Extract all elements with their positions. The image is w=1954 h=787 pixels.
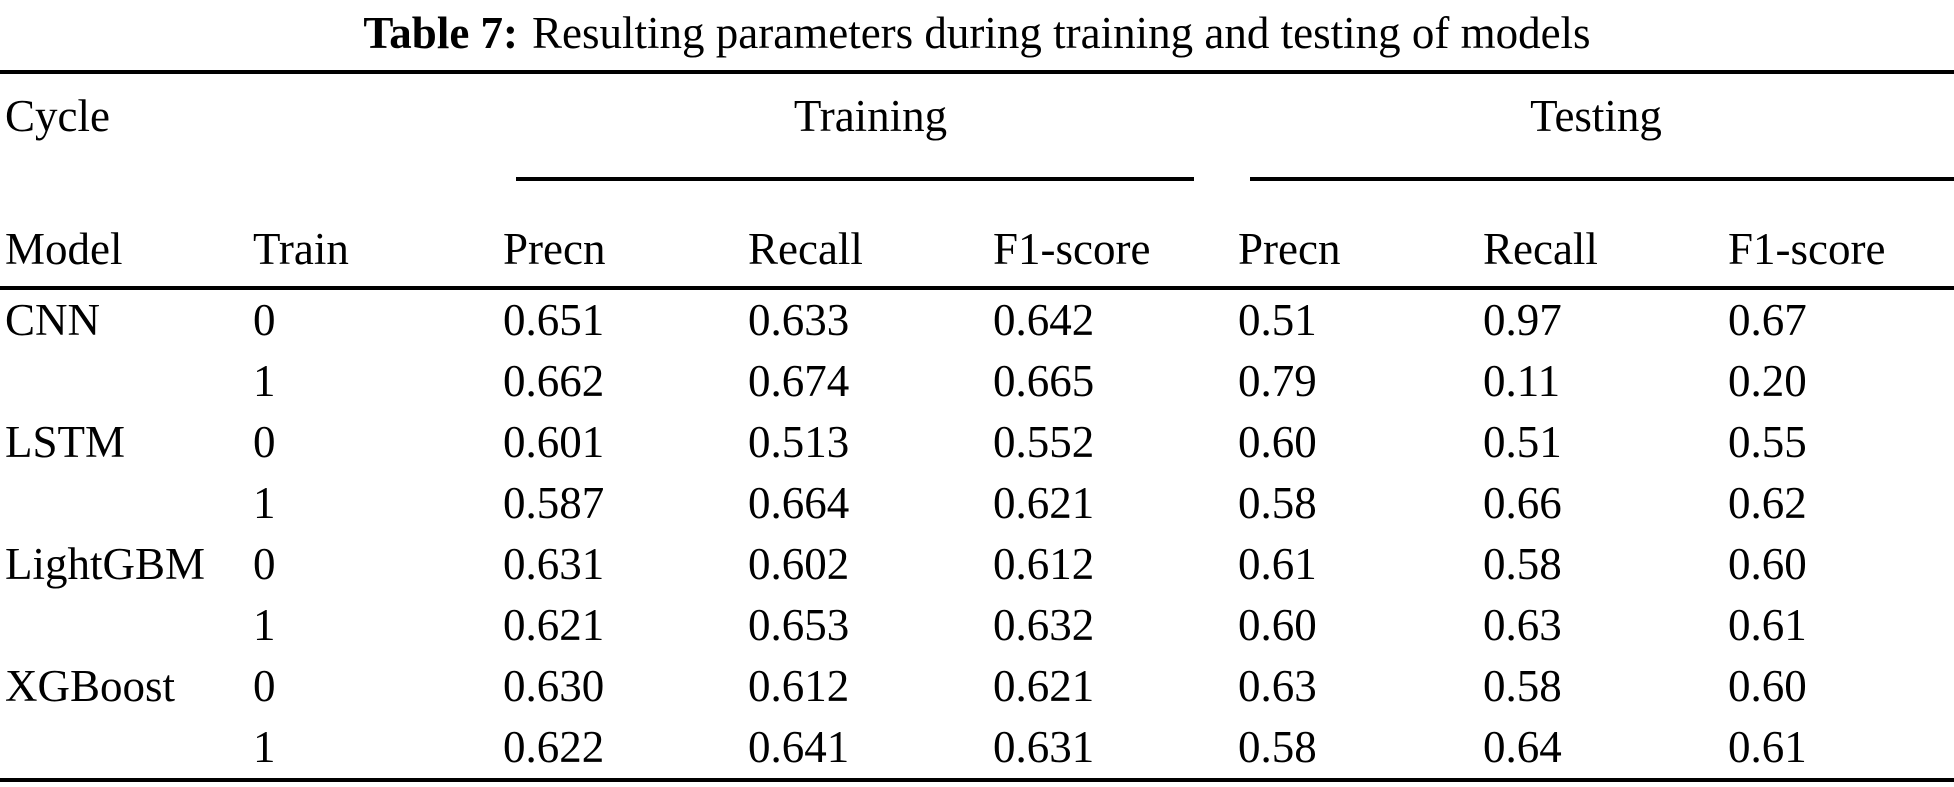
value-cell: 0.622: [503, 722, 605, 772]
value-cell: 0.60: [1238, 600, 1317, 650]
column-header-train: Train: [253, 181, 503, 290]
value-cell: 0.51: [1238, 295, 1317, 345]
value-cell: 0.79: [1238, 356, 1317, 406]
value-cell: 0.513: [748, 417, 850, 467]
value-cell: 0.642: [993, 295, 1095, 345]
value-cell: 0.20: [1728, 356, 1807, 406]
value-cell: 0.55: [1728, 417, 1807, 467]
testing-spanner-rule: [1250, 177, 1954, 181]
value-cell: 0.63: [1238, 661, 1317, 711]
value-cell: 0.674: [748, 356, 850, 406]
column-header-precn-training: Precn: [503, 181, 748, 290]
model-cell: LightGBM: [5, 539, 206, 589]
value-cell: 0.60: [1728, 661, 1807, 711]
value-cell: 0.61: [1728, 600, 1807, 650]
table-row-lstm-0: LSTM 0 0.601 0.513 0.552 0.60 0.51 0.55: [0, 412, 1954, 473]
column-header-recall-testing: Recall: [1483, 181, 1728, 290]
value-cell: 0.621: [503, 600, 605, 650]
model-cell: LSTM: [5, 417, 126, 467]
value-cell: 0.58: [1483, 539, 1562, 589]
value-cell: 0.630: [503, 661, 605, 711]
train-cell: 0: [253, 661, 276, 711]
value-cell: 0.97: [1483, 295, 1562, 345]
table-row-xgboost-0: XGBoost 0 0.630 0.612 0.621 0.63 0.58 0.…: [0, 656, 1954, 717]
model-cell: [0, 595, 253, 656]
group-header-row: Cycle Training Testing: [0, 72, 1954, 147]
column-header-precn-testing: Precn: [1238, 181, 1483, 290]
column-header-f1-training: F1-score: [993, 181, 1238, 290]
value-cell: 0.664: [748, 478, 850, 528]
model-cell: [0, 351, 253, 412]
table-row-cnn-0: CNN 0 0.651 0.633 0.642 0.51 0.97 0.67: [0, 288, 1954, 351]
value-cell: 0.653: [748, 600, 850, 650]
value-cell: 0.67: [1728, 295, 1807, 345]
value-cell: 0.63: [1483, 600, 1562, 650]
value-cell: 0.602: [748, 539, 850, 589]
value-cell: 0.633: [748, 295, 850, 345]
value-cell: 0.665: [993, 356, 1095, 406]
model-cell: CNN: [5, 295, 101, 345]
value-cell: 0.11: [1483, 356, 1561, 406]
train-cell: 1: [253, 722, 276, 772]
value-cell: 0.61: [1238, 539, 1317, 589]
value-cell: 0.621: [993, 661, 1095, 711]
value-cell: 0.632: [993, 600, 1095, 650]
value-cell: 0.60: [1728, 539, 1807, 589]
group-header-cycle: Cycle: [5, 91, 110, 141]
value-cell: 0.641: [748, 722, 850, 772]
group-header-training: Training: [793, 91, 948, 141]
value-cell: 0.58: [1483, 661, 1562, 711]
table-row-lstm-1: 1 0.587 0.664 0.621 0.58 0.66 0.62: [0, 473, 1954, 534]
table-row-lightgbm-1: 1 0.621 0.653 0.632 0.60 0.63 0.61: [0, 595, 1954, 656]
value-cell: 0.62: [1728, 478, 1807, 528]
model-cell: [0, 473, 253, 534]
train-cell: 0: [253, 539, 276, 589]
train-cell: 0: [253, 295, 276, 345]
train-cell: 1: [253, 356, 276, 406]
value-cell: 0.631: [503, 539, 605, 589]
table-caption-text: Resulting parameters during training and…: [532, 8, 1591, 58]
value-cell: 0.612: [748, 661, 850, 711]
group-header-testing: Testing: [1530, 91, 1662, 141]
value-cell: 0.66: [1483, 478, 1562, 528]
value-cell: 0.612: [993, 539, 1095, 589]
value-cell: 0.631: [993, 722, 1095, 772]
column-header-row: Model Train Precn Recall F1-score Precn …: [0, 181, 1954, 290]
table-row-lightgbm-0: LightGBM 0 0.631 0.602 0.612 0.61 0.58 0…: [0, 534, 1954, 595]
value-cell: 0.662: [503, 356, 605, 406]
column-header-recall-training: Recall: [748, 181, 993, 290]
table-row-xgboost-1: 1 0.622 0.641 0.631 0.58 0.64 0.61: [0, 717, 1954, 780]
results-table: Cycle Training Testing Model Train Precn…: [0, 70, 1954, 782]
column-header-f1-testing: F1-score: [1728, 181, 1954, 290]
value-cell: 0.651: [503, 295, 605, 345]
model-cell: [0, 717, 253, 780]
value-cell: 0.587: [503, 478, 605, 528]
column-header-model: Model: [0, 181, 253, 290]
value-cell: 0.58: [1238, 722, 1317, 772]
model-cell: XGBoost: [5, 661, 176, 711]
value-cell: 0.64: [1483, 722, 1562, 772]
value-cell: 0.621: [993, 478, 1095, 528]
table-caption-label: Table 7:: [363, 8, 519, 58]
value-cell: 0.552: [993, 417, 1095, 467]
train-cell: 1: [253, 478, 276, 528]
training-spanner-rule: [516, 177, 1194, 181]
value-cell: 0.51: [1483, 417, 1562, 467]
value-cell: 0.60: [1238, 417, 1317, 467]
table-row-cnn-1: 1 0.662 0.674 0.665 0.79 0.11 0.20: [0, 351, 1954, 412]
train-cell: 1: [253, 600, 276, 650]
value-cell: 0.61: [1728, 722, 1807, 772]
table-caption: Table 7: Resulting parameters during trai…: [0, 0, 1954, 70]
value-cell: 0.58: [1238, 478, 1317, 528]
value-cell: 0.601: [503, 417, 605, 467]
spanner-rule-row: [0, 147, 1954, 181]
train-cell: 0: [253, 417, 276, 467]
